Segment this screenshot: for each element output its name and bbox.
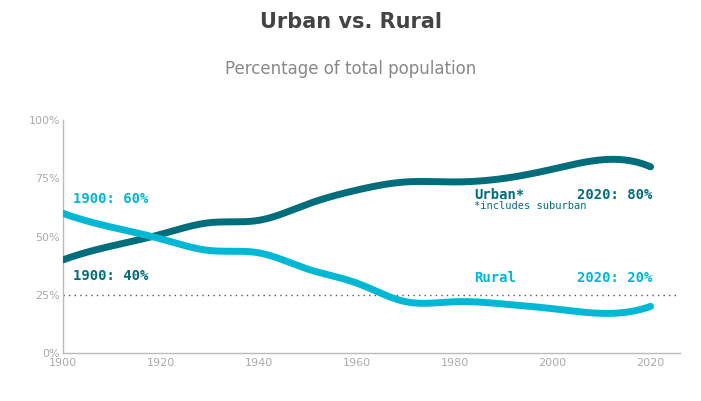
Text: 2020: 80%: 2020: 80%: [577, 188, 653, 202]
Text: *includes suburban: *includes suburban: [475, 201, 587, 211]
Text: Urban vs. Rural: Urban vs. Rural: [259, 12, 442, 32]
Text: Urban*: Urban*: [475, 188, 524, 202]
Text: Percentage of total population: Percentage of total population: [225, 60, 476, 78]
Text: 2020: 20%: 2020: 20%: [577, 271, 653, 286]
Text: Rural: Rural: [475, 271, 516, 286]
Text: 1900: 60%: 1900: 60%: [73, 192, 148, 207]
Text: 1900: 40%: 1900: 40%: [73, 269, 148, 283]
